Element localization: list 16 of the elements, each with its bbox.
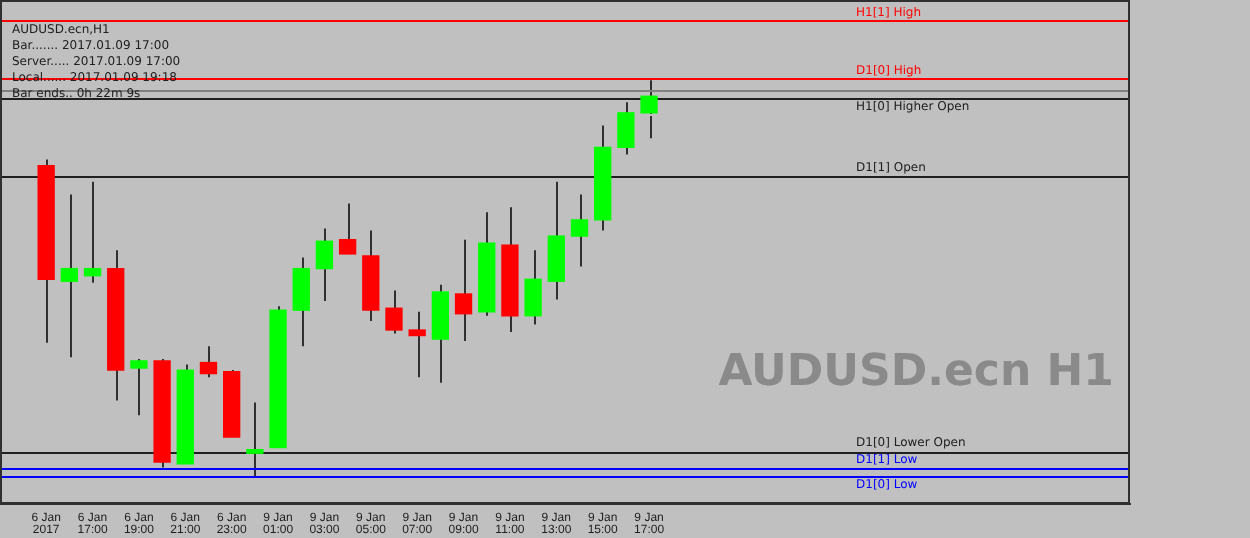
candlestick xyxy=(60,193,78,359)
candlestick xyxy=(338,202,357,255)
candlestick xyxy=(524,249,542,326)
candlestick xyxy=(315,227,334,303)
candlestick xyxy=(246,401,264,478)
candlestick xyxy=(83,180,102,284)
candlestick xyxy=(199,345,218,379)
candlestick xyxy=(640,79,658,140)
candlestick xyxy=(570,193,589,268)
candlestick xyxy=(408,310,426,379)
candlestick xyxy=(385,289,403,335)
candlestick xyxy=(617,101,635,156)
candlestick xyxy=(547,180,565,301)
candlestick xyxy=(130,357,148,417)
candlestick xyxy=(292,256,310,348)
candlestick xyxy=(454,238,473,343)
